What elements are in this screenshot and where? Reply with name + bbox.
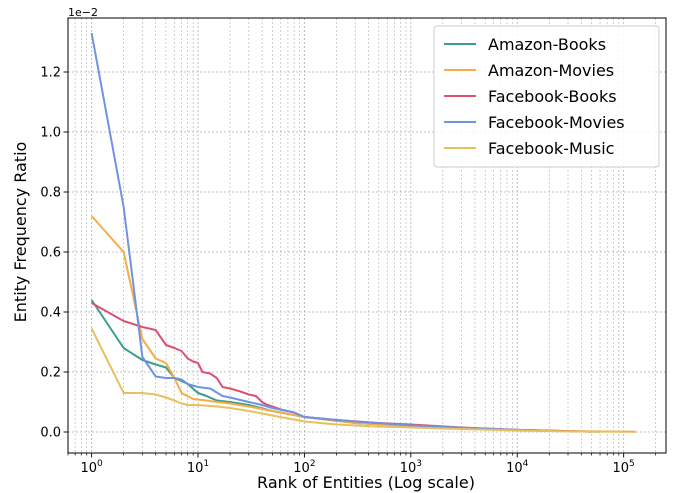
legend-entry: Facebook-Music	[488, 139, 614, 158]
x-tick-label: 101	[187, 459, 209, 476]
plot-frame	[67, 17, 667, 454]
x-tick-label: 102	[293, 459, 315, 476]
series-line-facebook-music	[90, 328, 624, 433]
series-line-facebook-movies	[90, 32, 550, 433]
legend: Amazon-Books Amazon-Movies Facebook-Books F…	[433, 25, 660, 168]
y-tick-label: 0.4	[40, 306, 61, 321]
legend-entry: Amazon-Movies	[488, 61, 614, 80]
x-tick-label: 105	[613, 459, 635, 476]
x-axis-ticks: 100 101 102 103 104 105	[67, 453, 657, 476]
x-axis-label: Rank of Entities (Log scale)	[257, 473, 475, 492]
y-tick-label: 0.2	[40, 366, 61, 381]
y-tick-label: 1.0	[40, 126, 61, 141]
legend-entry: Amazon-Books	[488, 35, 606, 54]
y-tick-label: 0.6	[40, 246, 61, 261]
y-axis-ticks: 0.0 0.2 0.4 0.6 0.8 1.0 1.2	[40, 66, 68, 441]
y-axis-label: Entity Frequency Ratio	[11, 142, 30, 323]
y-offset-label: 1e−2	[68, 6, 98, 19]
x-tick-label: 103	[400, 459, 422, 476]
series-lines	[90, 32, 636, 433]
y-tick-label: 0.8	[40, 186, 61, 201]
y-tick-label: 1.2	[40, 66, 61, 81]
legend-entry: Facebook-Movies	[488, 113, 625, 132]
legend-entry: Facebook-Books	[488, 87, 617, 106]
legend-box	[433, 25, 660, 168]
x-tick-label: 100	[80, 459, 103, 476]
x-tick-label: 104	[506, 459, 529, 476]
y-tick-label: 0.0	[40, 426, 61, 441]
